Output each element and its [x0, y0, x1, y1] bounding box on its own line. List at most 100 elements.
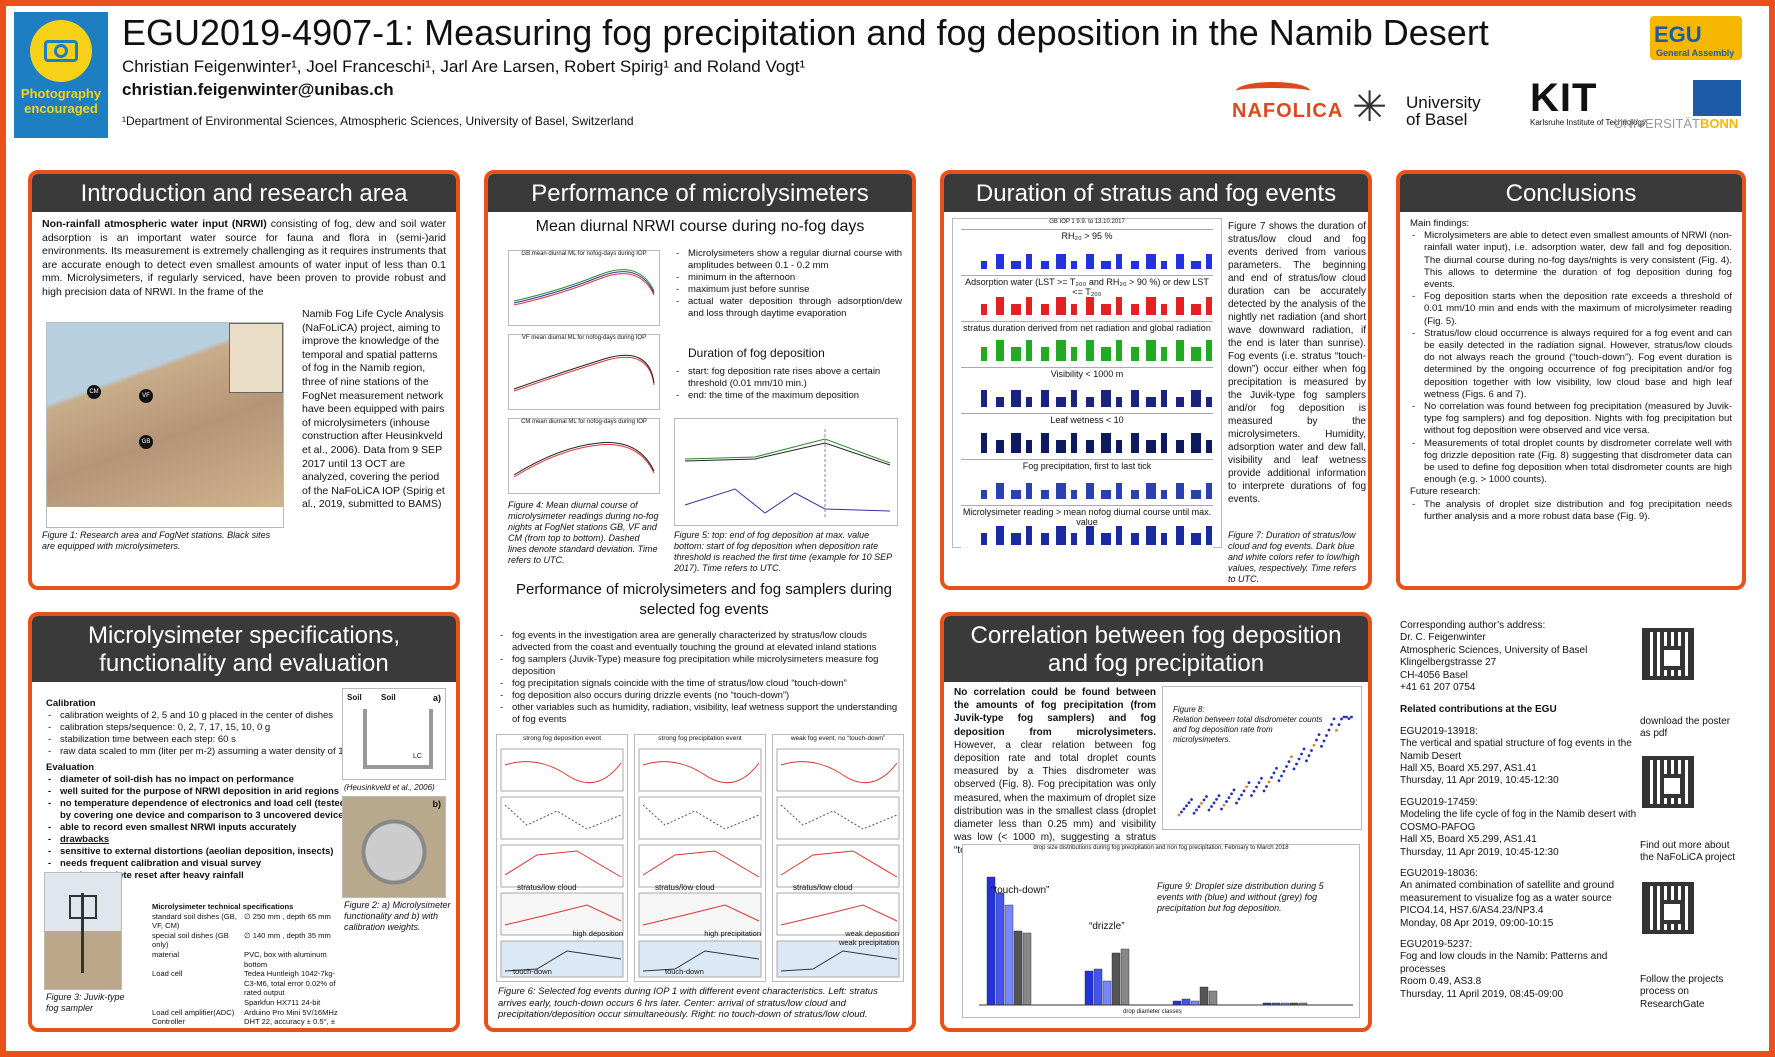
contribution-detail: An animated combination of satellite and…	[1400, 880, 1615, 904]
fig7-event-bar	[1086, 254, 1094, 269]
fig7-event-bar	[1116, 440, 1122, 453]
fig8-point	[1185, 804, 1188, 808]
fig8-point	[1290, 755, 1293, 759]
fig8-point	[1340, 717, 1343, 721]
duration-text: Figure 7 shows the duration of stratus/l…	[1228, 221, 1366, 505]
event-bullets: fog events in the investigation area are…	[498, 630, 904, 726]
fig7-event-bar	[1146, 397, 1156, 407]
contribution-detail: Hall X5, Board X5.299, AS1.41	[1400, 834, 1537, 846]
fig8-point	[1282, 769, 1286, 773]
fig7-event-bar	[1101, 490, 1111, 499]
address-line: Atmospheric Sciences, University of Base…	[1400, 644, 1588, 656]
fig7-event-bar	[981, 347, 987, 361]
fig8-point	[1257, 781, 1261, 785]
fig8-point	[1327, 728, 1331, 732]
bullet: fog samplers (Juvik-Type) measure fog pr…	[498, 654, 904, 678]
fig8-point	[1265, 785, 1268, 788]
qr-code-nafolica[interactable]	[1642, 756, 1694, 808]
fig7-chart: GB IOP 1 9.9. to 13.10.2017 RH₂₀ > 95 % A…	[952, 218, 1222, 551]
fig8-point	[1270, 776, 1273, 779]
fig6-event-label: high precipitation	[704, 929, 761, 938]
address-line: Corresponding author’s address:	[1400, 620, 1546, 631]
fig7-event-bar	[1161, 490, 1167, 499]
spec-title: Microlysimeter technical specifications	[152, 902, 294, 911]
calibration-item: calibration steps/sequence: 0, 2, 7, 17,…	[46, 722, 356, 734]
fig8-point	[1235, 801, 1238, 805]
fig8-point	[1302, 747, 1306, 751]
contribution-detail: Modeling the life cycle of fog in the Na…	[1400, 809, 1637, 833]
fig8-point	[1330, 723, 1333, 726]
fig8-label: Figure 8:	[1173, 705, 1205, 714]
fig6-stratus-label: stratus/low cloud	[655, 883, 715, 892]
fig7-caption: Figure 7: Duration of stratus/low cloud …	[1228, 530, 1360, 584]
fig9-bar	[1102, 980, 1112, 1006]
fig7-event-bar	[1011, 304, 1021, 315]
fig8-point	[1232, 788, 1236, 792]
events-subtitle: Performance of microlysimeters and fog s…	[516, 581, 892, 618]
poster-title: EGU2019-4907-1: Measuring fog precipitat…	[122, 12, 1489, 53]
duration-panel: Duration of stratus and fog events GB IO…	[940, 170, 1372, 590]
correlation-bold: No correlation could be found between th…	[954, 687, 1156, 738]
qr-label-researchgate: Follow the projects process on ResearchG…	[1640, 974, 1724, 1010]
fig8-point	[1207, 808, 1211, 812]
fig9-bar	[1093, 968, 1103, 1006]
fig7-stripe: Adsorption water (LST >= T₂₀₀ and RH₂₀ >…	[961, 275, 1213, 321]
fig8-point	[1177, 813, 1181, 817]
intro-bold: Non-rainfall atmospheric water input (NR…	[42, 218, 267, 230]
fig7-event-bar	[1131, 533, 1139, 545]
correlation-panel: Correlation between fog deposition and f…	[940, 612, 1372, 1032]
fig8-point	[1285, 765, 1288, 768]
fig6-event-title: strong fog precipitation event	[658, 735, 742, 742]
contact-block: Corresponding author’s address: Dr. C. Fe…	[1400, 620, 1640, 1001]
fig7-event-bar	[1206, 254, 1212, 269]
bullet: minimum in the afternoon	[674, 272, 902, 284]
basel-logo: University of Basel	[1406, 93, 1481, 129]
contribution-detail: Thursday, 11 Apr 2019, 10:45-12:30	[1400, 846, 1559, 858]
fig7-event-bar	[1026, 440, 1032, 453]
fig7-event-bar	[1176, 526, 1184, 545]
fig7-event-bar	[1191, 433, 1201, 453]
fig7-event-bar	[1011, 261, 1021, 269]
intro-heading: Introduction and research area	[32, 174, 456, 212]
duration-heading: Duration of stratus and fog events	[944, 174, 1368, 212]
fig7-event-bar	[1026, 340, 1032, 361]
contribution-id: EGU2019-13918:	[1400, 725, 1478, 737]
fig7-event-bar	[1041, 261, 1049, 269]
fig7-event-bar	[1086, 440, 1094, 453]
fig8-point	[1292, 767, 1296, 771]
fig4-caption: Figure 4: Mean diurnal course of microly…	[508, 500, 659, 565]
fig8-point	[1205, 795, 1208, 798]
fig7-event-bar	[1026, 254, 1032, 269]
fig8-point	[1350, 715, 1353, 719]
contribution-detail: The vertical and spatial structure of fo…	[1400, 738, 1632, 762]
fig8-point	[1202, 798, 1206, 802]
fig7-event-bar	[1176, 483, 1184, 499]
microlysimeter-diagram: Soil Soil a) LC	[342, 688, 446, 780]
fig9-label-drizzle: “drizzle”	[1089, 921, 1125, 932]
fig7-stripe: Visibility < 1000 m	[961, 367, 1213, 413]
fig8-point	[1192, 811, 1196, 815]
fig9-label-touchdown: “touch-down”	[991, 885, 1050, 896]
fig7-event-bar	[996, 340, 1004, 361]
qr-code-pdf[interactable]	[1642, 628, 1694, 680]
fig7-event-bar	[1191, 304, 1201, 315]
evaluation-title: Evaluation	[46, 762, 95, 773]
fig7-event-bar	[1056, 297, 1066, 315]
performance-panel: Performance of microlysimeters Mean diur…	[484, 170, 916, 1032]
fig8-point	[1190, 798, 1193, 801]
fig7-event-bar	[1131, 390, 1139, 407]
related-contribution: EGU2019-13918: The vertical and spatial s…	[1400, 726, 1640, 788]
qr-code-researchgate[interactable]	[1642, 882, 1694, 934]
related-contribution: EGU2019-18036: An animated combination of…	[1400, 868, 1640, 930]
fig8-point	[1275, 766, 1278, 770]
findings-list: Microlysimeters are able to detect even …	[1410, 230, 1732, 486]
fig8-point	[1335, 728, 1338, 732]
fig7-event-bar	[1086, 297, 1094, 315]
fig8-point	[1195, 808, 1198, 812]
fig7-event-bar	[1206, 397, 1212, 407]
fig9-bar	[1181, 998, 1191, 1006]
calibration-title: Calibration	[46, 698, 96, 709]
spec-row: Sparkfun HX711 24-bit	[244, 997, 321, 1007]
fig7-event-bar	[1071, 261, 1077, 269]
fig7-event-bar	[981, 533, 987, 545]
